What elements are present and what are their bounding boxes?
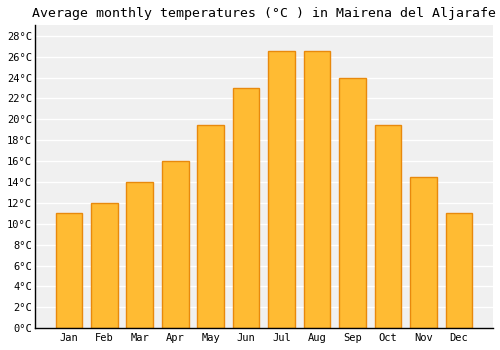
Bar [374,125,402,328]
Bar [162,161,188,328]
Bar [198,125,224,328]
Bar [339,77,366,328]
Bar [56,213,82,328]
Bar [410,177,437,328]
Bar [91,203,118,328]
Title: Average monthly temperatures (°C ) in Mairena del Aljarafe: Average monthly temperatures (°C ) in Ma… [32,7,496,20]
Bar [268,51,295,328]
Bar [233,88,260,328]
Bar [446,213,472,328]
Bar [126,182,153,328]
Bar [304,51,330,328]
